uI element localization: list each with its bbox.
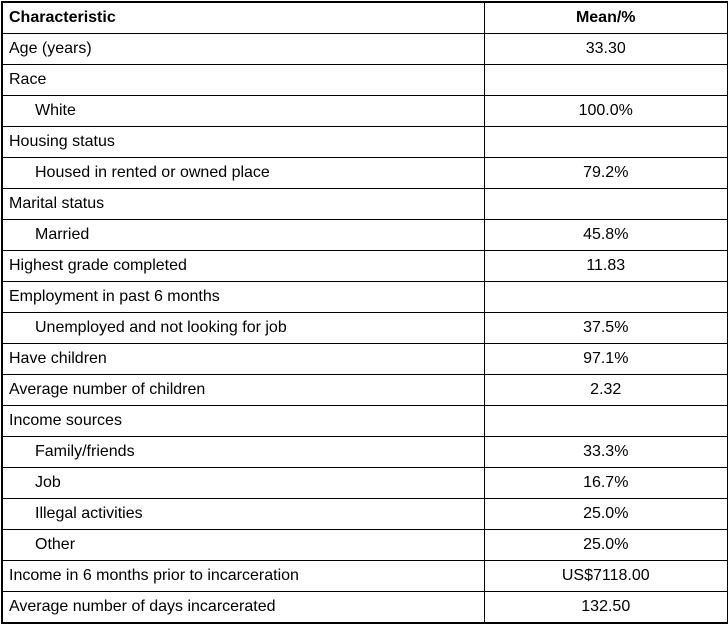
characteristic-label: Unemployed and not looking for job <box>1 312 485 344</box>
table-row: Job 16.7% <box>1 467 728 499</box>
characteristic-label: White <box>1 95 485 127</box>
mean-percent-value <box>483 126 728 158</box>
table-row: Family/friends 33.3% <box>1 436 728 468</box>
characteristic-label: Race <box>1 64 485 96</box>
characteristic-label: Average number of days incarcerated <box>1 591 485 624</box>
mean-percent-value: 100.0% <box>483 95 728 127</box>
table-row: Employment in past 6 months <box>1 281 728 313</box>
mean-percent-value: 132.50 <box>483 591 728 624</box>
table-row: Married 45.8% <box>1 219 728 251</box>
table-row: Unemployed and not looking for job 37.5% <box>1 312 728 344</box>
column-header-characteristic: Characteristic <box>1 1 485 34</box>
table-row: Illegal activities 25.0% <box>1 498 728 530</box>
characteristic-label: Family/friends <box>1 436 485 468</box>
mean-percent-value: 11.83 <box>483 250 728 282</box>
characteristic-label: Employment in past 6 months <box>1 281 485 313</box>
mean-percent-value: US$7118.00 <box>483 560 728 592</box>
characteristic-label: Housed in rented or owned place <box>1 157 485 189</box>
mean-percent-value <box>483 405 728 437</box>
mean-percent-value: 16.7% <box>483 467 728 499</box>
mean-percent-value: 33.30 <box>483 33 728 65</box>
table-row: Age (years) 33.30 <box>1 33 728 65</box>
table-row: Housed in rented or owned place 79.2% <box>1 157 728 189</box>
table-row: Housing status <box>1 126 728 158</box>
characteristic-label: Housing status <box>1 126 485 158</box>
characteristic-label: Other <box>1 529 485 561</box>
table-row: Marital status <box>1 188 728 220</box>
table-row: Income sources <box>1 405 728 437</box>
mean-percent-value: 97.1% <box>483 343 728 375</box>
column-header-mean-percent: Mean/% <box>483 1 728 34</box>
characteristic-label: Income in 6 months prior to incarceratio… <box>1 560 485 592</box>
mean-percent-value: 79.2% <box>483 157 728 189</box>
characteristic-label: Average number of children <box>1 374 485 406</box>
table-row: Average number of children 2.32 <box>1 374 728 406</box>
characteristic-label: Have children <box>1 343 485 375</box>
mean-percent-value: 25.0% <box>483 529 728 561</box>
mean-percent-value <box>483 188 728 220</box>
table-row: White 100.0% <box>1 95 728 127</box>
characteristic-label: Age (years) <box>1 33 485 65</box>
characteristic-label: Highest grade completed <box>1 250 485 282</box>
table-row: Have children 97.1% <box>1 343 728 375</box>
characteristic-label: Married <box>1 219 485 251</box>
mean-percent-value <box>483 281 728 313</box>
table-row: Race <box>1 64 728 96</box>
table-row: Average number of days incarcerated 132.5… <box>1 591 728 624</box>
table-body: Age (years) 33.30 Race White 100.0% Housing s… <box>1 33 728 624</box>
table-header-row: Characteristic Mean/% <box>1 1 728 34</box>
table-row: Income in 6 months prior to incarceratio… <box>1 560 728 592</box>
mean-percent-value <box>483 64 728 96</box>
mean-percent-value: 45.8% <box>483 219 728 251</box>
characteristic-label: Job <box>1 467 485 499</box>
mean-percent-value: 33.3% <box>483 436 728 468</box>
table-row: Highest grade completed 11.83 <box>1 250 728 282</box>
mean-percent-value: 25.0% <box>483 498 728 530</box>
characteristic-label: Income sources <box>1 405 485 437</box>
mean-percent-value: 37.5% <box>483 312 728 344</box>
characteristic-label: Illegal activities <box>1 498 485 530</box>
table-row: Other 25.0% <box>1 529 728 561</box>
characteristic-label: Marital status <box>1 188 485 220</box>
mean-percent-value: 2.32 <box>483 374 728 406</box>
